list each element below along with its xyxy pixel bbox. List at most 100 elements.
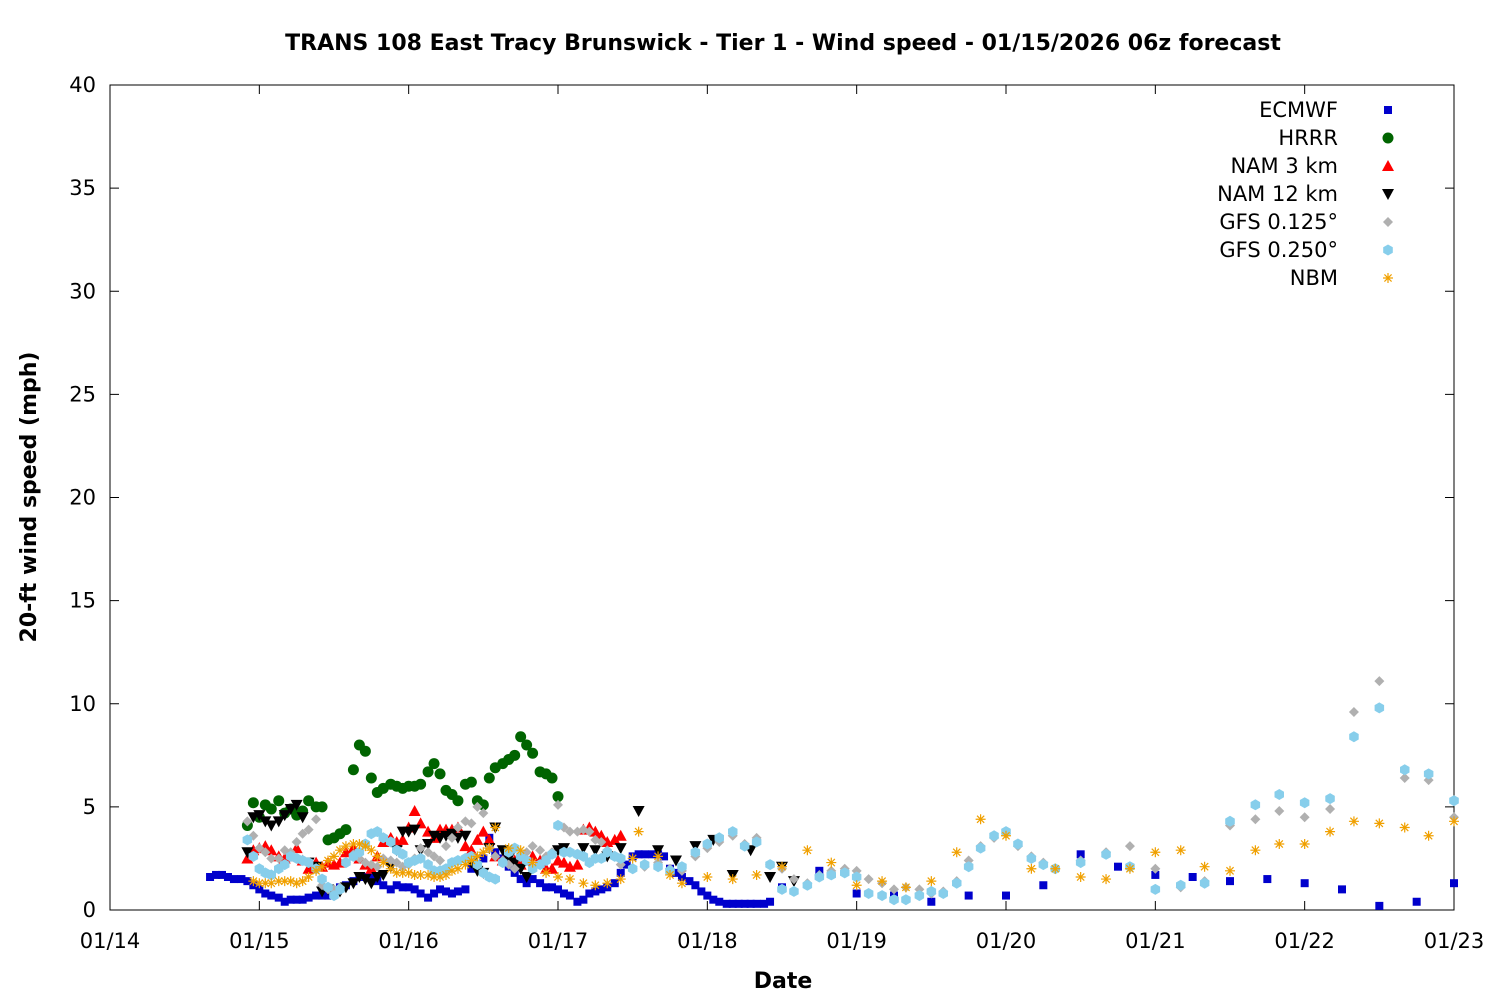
data-point: [1188, 873, 1197, 881]
data-point: [429, 872, 440, 882]
data-point: [863, 874, 874, 885]
data-point: [541, 867, 552, 878]
data-point: [722, 899, 731, 908]
data-point: [653, 861, 663, 873]
data-point: [348, 839, 359, 849]
data-point: [571, 858, 584, 870]
data-point: [1274, 789, 1284, 800]
data-point: [509, 749, 521, 761]
data-point: [478, 847, 489, 858]
data-point: [1250, 845, 1261, 856]
data-point: [1348, 707, 1359, 717]
data-point: [1375, 901, 1384, 910]
data-point: [409, 869, 420, 880]
data-point: [452, 863, 463, 874]
data-point: [542, 883, 551, 892]
data-point: [259, 816, 272, 828]
data-point: [927, 897, 936, 906]
data-point: [335, 883, 345, 895]
data-point: [312, 891, 321, 900]
data-point: [248, 850, 259, 862]
data-point: [1399, 773, 1410, 783]
data-point: [557, 856, 570, 868]
data-point: [1299, 812, 1310, 823]
data-point: [508, 857, 521, 869]
data-point: [490, 822, 501, 833]
data-point: [728, 826, 738, 838]
data-point: [1348, 816, 1359, 827]
data-point: [690, 846, 701, 858]
data-point: [453, 855, 463, 866]
data-point: [648, 850, 657, 859]
data-point: [324, 891, 333, 900]
data-point: [1199, 861, 1210, 872]
data-point: [546, 862, 559, 874]
data-point: [975, 814, 986, 825]
data-point: [290, 799, 303, 811]
legend-label: NAM 12 km: [1217, 182, 1338, 206]
data-point: [900, 882, 911, 893]
data-point: [212, 870, 221, 879]
legend-label: HRRR: [1278, 126, 1338, 150]
data-point: [430, 889, 439, 898]
data-point: [360, 841, 371, 852]
data-point: [397, 867, 408, 878]
data-point: [527, 863, 538, 875]
data-point: [578, 850, 589, 862]
data-point: [802, 879, 813, 891]
data-point: [490, 851, 501, 862]
x-tick-label: 01/20: [976, 929, 1037, 953]
data-point: [253, 810, 266, 822]
data-point: [541, 855, 551, 866]
data-point: [479, 854, 488, 863]
data-point: [975, 842, 986, 854]
data-point: [278, 810, 291, 822]
data-point: [714, 832, 724, 844]
data-point: [877, 876, 888, 887]
data-point: [1400, 764, 1410, 776]
data-point: [483, 772, 495, 784]
data-point: [515, 731, 527, 743]
data-point: [260, 847, 271, 858]
data-point: [851, 871, 862, 883]
data-point: [565, 891, 574, 900]
data-point: [691, 881, 700, 890]
data-point: [1226, 877, 1234, 886]
data-point: [285, 876, 296, 887]
data-point: [386, 836, 396, 848]
x-tick-label: 01/18: [677, 929, 738, 953]
data-point: [218, 870, 226, 879]
data-point: [329, 851, 339, 862]
data-point: [573, 897, 582, 906]
data-point: [229, 875, 238, 884]
data-point: [237, 875, 246, 884]
y-tick-label: 20: [69, 486, 96, 510]
data-point: [266, 869, 276, 881]
data-point: [752, 899, 761, 908]
data-point: [1075, 872, 1086, 882]
data-point: [740, 899, 749, 908]
data-point: [1114, 862, 1122, 871]
data-point: [1250, 814, 1261, 825]
data-point: [365, 878, 378, 890]
data-point: [728, 899, 737, 908]
data-point: [1101, 874, 1112, 885]
data-point: [274, 893, 283, 902]
data-point: [746, 899, 755, 908]
data-point: [265, 803, 277, 815]
legend-marker: [1382, 160, 1394, 171]
data-point: [379, 881, 388, 890]
data-point: [1026, 852, 1037, 864]
data-point: [632, 806, 645, 817]
data-point: [653, 851, 664, 862]
plot-area: [109, 84, 1455, 911]
data-point: [777, 883, 787, 895]
data-point: [286, 895, 295, 904]
data-point: [1176, 879, 1186, 891]
data-point: [952, 877, 962, 889]
data-point: [397, 848, 408, 860]
legend-label: NBM: [1290, 266, 1338, 290]
data-point: [311, 865, 322, 876]
y-tick-label: 15: [69, 589, 96, 613]
data-point: [490, 873, 500, 885]
